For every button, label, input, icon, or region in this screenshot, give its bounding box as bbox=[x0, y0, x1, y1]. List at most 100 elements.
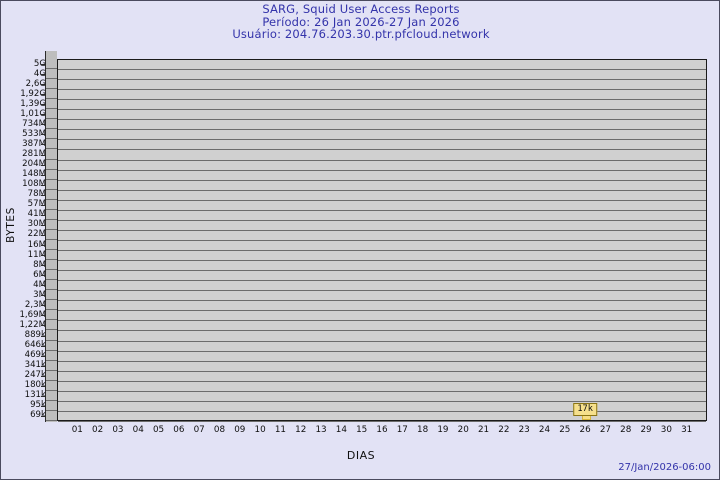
gridline bbox=[58, 231, 706, 241]
gridline bbox=[58, 362, 706, 372]
x-axis-tick-label: 30 bbox=[660, 425, 672, 435]
report-user: Usuário: 204.76.203.30.ptr.pfcloud.netwo… bbox=[232, 27, 490, 42]
y-axis-tick-label: 148M bbox=[22, 169, 46, 180]
y-axis-tick-label: 5G bbox=[33, 58, 46, 69]
bevel-gridline bbox=[46, 300, 58, 311]
y-axis-tick-label: 646k bbox=[24, 340, 46, 351]
y-axis-tick bbox=[41, 194, 45, 196]
data-value-callout: 17k bbox=[573, 403, 597, 416]
y-axis-tick bbox=[41, 234, 45, 236]
gridline bbox=[58, 291, 706, 302]
x-axis-tick-label: 10 bbox=[254, 425, 266, 435]
gridline bbox=[58, 241, 706, 252]
bevel-gridline bbox=[46, 109, 58, 120]
y-axis-tick bbox=[41, 94, 45, 96]
y-axis-tick-label: 533M bbox=[22, 128, 46, 139]
gridline bbox=[58, 211, 706, 221]
y-axis-tick bbox=[41, 345, 45, 347]
y-axis-tick-label: 1,92G bbox=[20, 88, 46, 99]
y-axis-tick-label: 30M bbox=[27, 219, 46, 230]
y-axis-tick-label: 1,01G bbox=[20, 108, 46, 119]
y-axis-tick-label: 247k bbox=[24, 370, 46, 381]
gridline bbox=[58, 120, 706, 131]
y-axis-tick-label: 2,3M bbox=[24, 299, 46, 310]
y-axis-tick bbox=[41, 325, 45, 327]
gridlines bbox=[58, 60, 706, 422]
y-axis-tick-label: 2,6G bbox=[25, 78, 46, 89]
gridline bbox=[58, 271, 706, 282]
y-axis-tick-label: 341k bbox=[24, 360, 46, 371]
x-axis-tick-label: 07 bbox=[193, 425, 205, 435]
y-axis-tick-label: 95k bbox=[30, 400, 46, 411]
bevel-gridline bbox=[46, 331, 58, 341]
x-axis-tick-label: 02 bbox=[92, 425, 104, 435]
y-axis-tick-label: 4G bbox=[33, 68, 46, 79]
x-axis-tick-label: 23 bbox=[518, 425, 530, 435]
x-axis-tick-label: 05 bbox=[152, 425, 165, 435]
y-axis-tick bbox=[41, 214, 45, 216]
y-axis-tick-label: 180k bbox=[24, 380, 46, 391]
y-axis-tick-label: 22M bbox=[27, 229, 46, 240]
y-axis-tick-label: 469k bbox=[24, 350, 46, 361]
gridline bbox=[58, 332, 706, 342]
y-axis-tick bbox=[41, 84, 45, 86]
y-axis-tick bbox=[41, 305, 45, 307]
gridline bbox=[58, 352, 706, 362]
y-axis-tick bbox=[41, 224, 45, 226]
gridline bbox=[58, 130, 706, 141]
bevel-gridline bbox=[46, 290, 58, 301]
x-axis-tick-label: 01 bbox=[71, 425, 83, 435]
y-axis-tick-label: 78M bbox=[27, 189, 46, 200]
y-axis-tick-label: 889k bbox=[24, 330, 46, 341]
y-axis-tick-label: 204M bbox=[22, 159, 46, 170]
x-axis-tick-label: 22 bbox=[498, 425, 510, 435]
bevel-gridline bbox=[46, 240, 58, 251]
bevel-gridline bbox=[46, 250, 58, 261]
x-axis-tick-label: 21 bbox=[477, 425, 490, 435]
x-axis-title: DIAS bbox=[346, 449, 376, 462]
bevel-gridline bbox=[46, 310, 58, 321]
gridline bbox=[58, 221, 706, 231]
plot-left-bevel bbox=[45, 51, 58, 422]
gridline bbox=[58, 342, 706, 352]
bevel-gridline bbox=[46, 200, 58, 210]
data-bar[interactable] bbox=[582, 415, 592, 420]
y-axis-tick-label: 41M bbox=[27, 209, 46, 220]
bevel-gridline bbox=[46, 230, 58, 240]
bevel-gridline bbox=[46, 341, 58, 351]
bevel-gridline bbox=[46, 119, 58, 130]
x-axis-tick-label: 26 bbox=[579, 425, 591, 435]
y-axis-tick-label: 387M bbox=[22, 138, 46, 149]
x-axis-tick-label: 17 bbox=[396, 425, 408, 435]
gridline bbox=[58, 201, 706, 211]
y-axis-tick bbox=[41, 355, 45, 357]
bevel-gridline bbox=[46, 381, 58, 391]
y-axis-tick bbox=[41, 415, 45, 417]
y-axis-tick bbox=[41, 144, 45, 146]
y-axis-tick bbox=[41, 315, 45, 317]
gridline bbox=[58, 412, 706, 422]
y-axis-tick bbox=[41, 285, 45, 287]
y-axis-tick-label: 131k bbox=[24, 390, 46, 401]
generated-timestamp: 27/Jan/2026-06:00 bbox=[618, 462, 711, 473]
gridline bbox=[58, 181, 706, 191]
bevel-gridline bbox=[46, 320, 58, 331]
y-axis-tick bbox=[41, 335, 45, 337]
x-axis-tick-label: 19 bbox=[437, 425, 449, 435]
bevel-gridline bbox=[46, 361, 58, 371]
y-axis-tick-label: 69k bbox=[30, 410, 46, 421]
gridline bbox=[58, 171, 706, 181]
bevel-gridline bbox=[46, 260, 58, 271]
bevel-gridline bbox=[46, 411, 58, 421]
y-axis-tick bbox=[41, 395, 45, 397]
x-axis-tick-label: 15 bbox=[356, 425, 368, 435]
bevel-gridline bbox=[46, 150, 58, 160]
y-axis-tick-label: 16M bbox=[27, 239, 46, 250]
bevel-gridline bbox=[46, 69, 58, 80]
y-axis-tick bbox=[41, 114, 45, 116]
report-period: Período: 26 Jan 2026-27 Jan 2026 bbox=[262, 14, 460, 29]
y-axis-tick bbox=[41, 245, 45, 247]
x-axis-tick-label: 13 bbox=[315, 425, 327, 435]
gridline bbox=[58, 191, 706, 201]
y-axis-tick-label: 4M bbox=[33, 279, 46, 290]
